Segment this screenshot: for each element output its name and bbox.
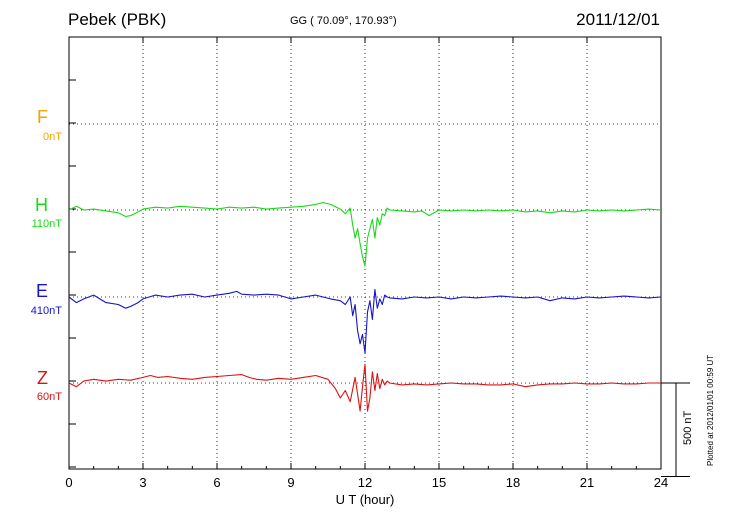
scale-bar-label: 500 nT (682, 410, 694, 445)
component-letter-H: H (35, 195, 48, 215)
component-letter-F: F (37, 107, 48, 127)
component-scale-E: 410nT (30, 305, 62, 317)
plot-date: 2011/12/01 (576, 10, 660, 29)
x-tick-label: 3 (139, 475, 146, 490)
x-tick-label: 21 (580, 475, 594, 490)
component-letter-E: E (35, 281, 48, 301)
component-scale-F: 0nT (43, 131, 62, 143)
x-tick-label: 15 (432, 475, 446, 490)
grid (69, 37, 661, 469)
x-tick-label: 12 (358, 475, 372, 490)
scale-bar (661, 382, 690, 477)
x-tick-label: 24 (654, 475, 668, 490)
x-axis-ticks: 0 3 6 9 12 15 18 21 24 U T (hour) (65, 37, 668, 507)
x-tick-label: 0 (65, 475, 72, 490)
x-tick-label: 6 (213, 475, 220, 490)
series-lines (68, 201, 662, 412)
series-line-Z (68, 363, 661, 412)
station-coordinates: GG ( 70.09°, 170.93°) (290, 15, 397, 27)
x-tick-label: 9 (287, 475, 294, 490)
series-line-H (68, 201, 662, 267)
series-line-E (68, 288, 662, 354)
component-scale-H: 110nT (31, 218, 62, 230)
plotted-timestamp: Plotted at 2012/01/01 00:59 UT (706, 354, 715, 466)
component-scale-Z: 60nT (36, 391, 62, 403)
component-letter-Z: Z (37, 368, 48, 388)
x-axis-label: U T (hour) (336, 492, 395, 507)
x-tick-label: 18 (506, 475, 520, 490)
station-title: Pebek (PBK) (68, 10, 167, 29)
